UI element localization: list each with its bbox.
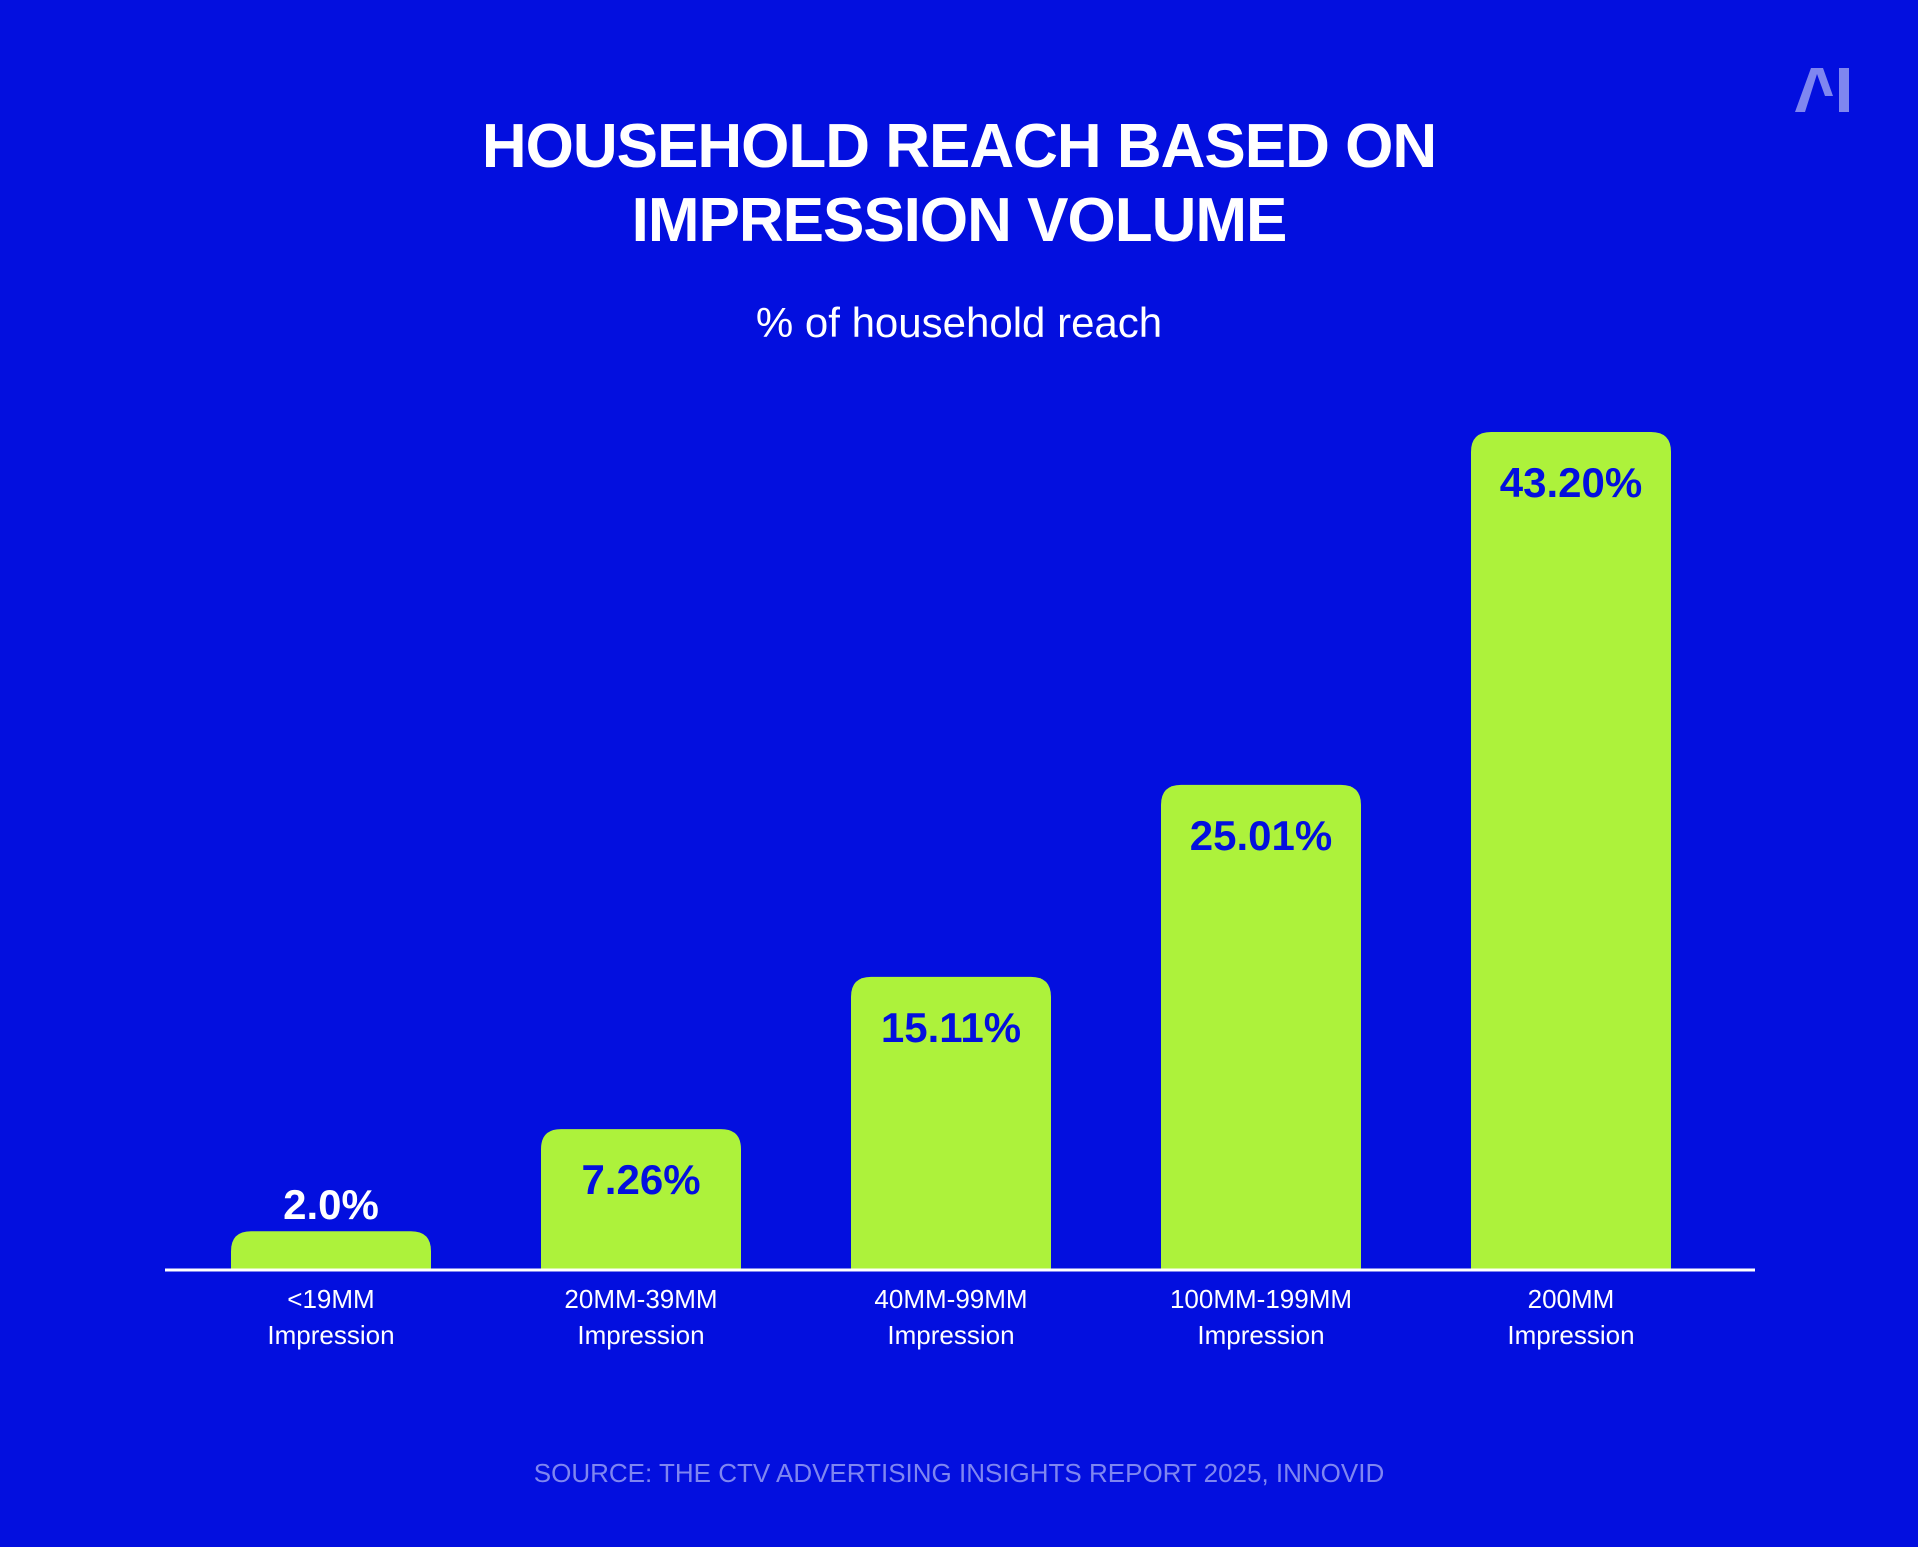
value-label-2: 7.26%: [581, 1156, 700, 1203]
bar-4: [1161, 784, 1361, 1270]
category-label-3-line-1: 40MM-99MM: [874, 1284, 1027, 1314]
category-label-1-line-1: <19MM: [287, 1284, 374, 1314]
category-label-5-line-1: 200MM: [1528, 1284, 1615, 1314]
bar-2: [541, 1129, 741, 1270]
chart-title-line-1: HOUSEHOLD REACH BASED ON: [481, 112, 1437, 181]
category-label-1-line-2: Impression: [267, 1320, 394, 1350]
category-label-2-line-2: Impression: [577, 1320, 704, 1350]
category-label-5-line-2: Impression: [1507, 1320, 1634, 1350]
value-label-1: 2.0%: [283, 1181, 379, 1228]
category-label-4-line-1: 100MM-199MM: [1170, 1284, 1352, 1314]
bar-5: [1471, 432, 1671, 1270]
value-label-5: 43.20%: [1500, 459, 1642, 506]
bar-1: [231, 1231, 431, 1270]
logo-letter-a: [1795, 68, 1833, 112]
category-label-4-line-2: Impression: [1197, 1320, 1324, 1350]
ai-logo: [1795, 68, 1849, 112]
value-label-4: 25.01%: [1190, 812, 1332, 859]
chart-title-line-2: IMPRESSION VOLUME: [631, 186, 1288, 255]
category-label-3-line-2: Impression: [887, 1320, 1014, 1350]
source-note: SOURCE: THE CTV ADVERTISING INSIGHTS REP…: [533, 1458, 1385, 1488]
chart-title: HOUSEHOLD REACH BASED ON IMPRESSION VOLU…: [0, 110, 1918, 258]
logo-letter-i: [1839, 68, 1849, 112]
chart-subtitle: % of household reach: [755, 299, 1163, 346]
bar-3: [851, 976, 1051, 1270]
category-label-2-line-1: 20MM-39MM: [564, 1284, 717, 1314]
value-label-3: 15.11%: [881, 1004, 1021, 1051]
